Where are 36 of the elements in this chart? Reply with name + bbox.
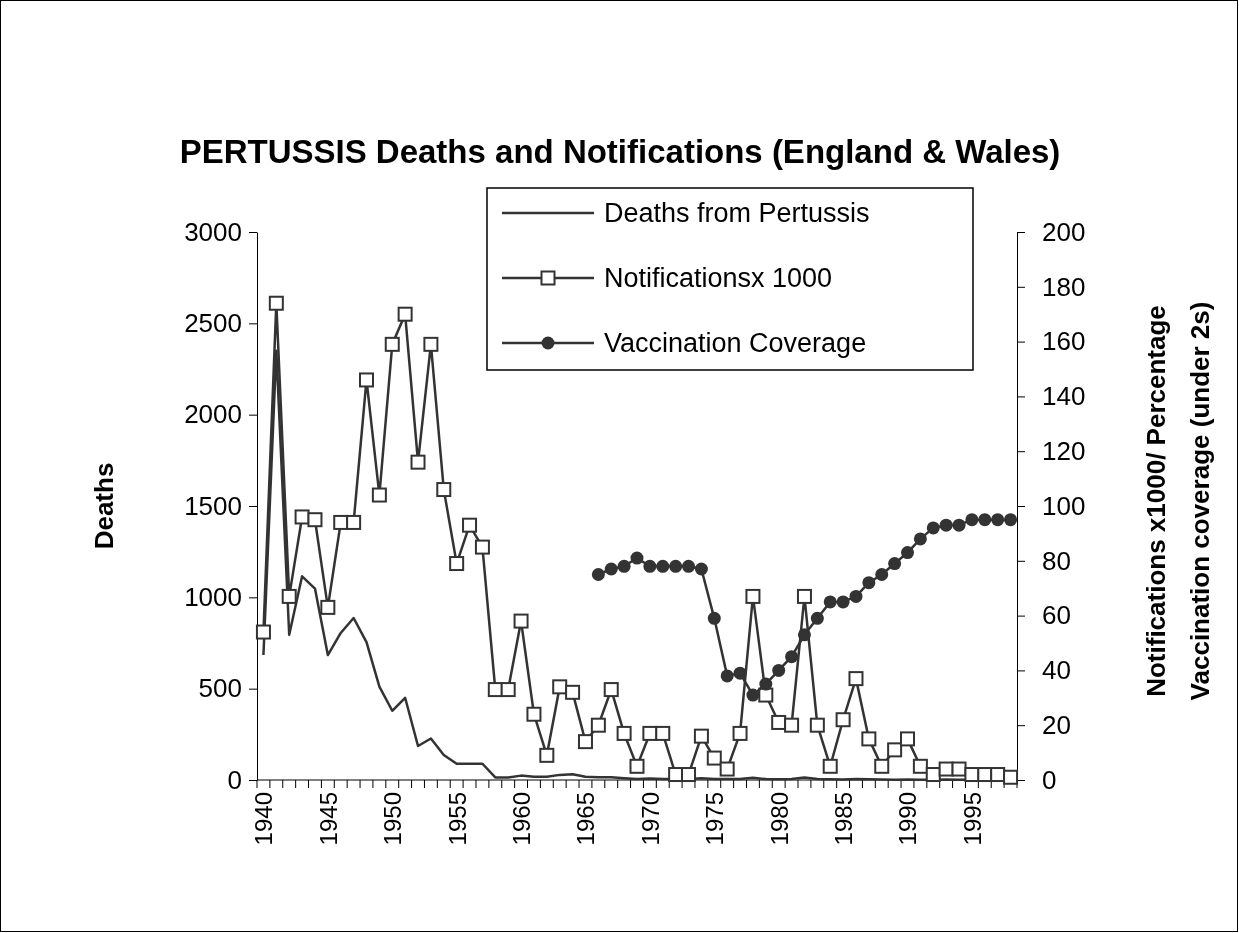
x-tick-label: 1965: [572, 792, 600, 846]
legend-label: Deaths from Pertussis: [604, 198, 870, 229]
y2-axis-title: Notifications x1000/ Percentage Vaccination coverage (under 2s): [1141, 301, 1215, 701]
y-tick-label: 3000: [184, 216, 242, 247]
y-tick-label: 500: [198, 673, 242, 704]
y-tick-label: 2000: [184, 399, 242, 430]
x-tick-label: 1970: [636, 792, 664, 846]
x-tick-label: 1990: [894, 792, 922, 846]
y2-tick-label: 80: [1042, 545, 1071, 576]
y-axis-title: Deaths: [89, 462, 119, 550]
y-tick-label: 1000: [184, 582, 242, 613]
x-tick-label: 1975: [701, 792, 729, 846]
y2-tick-label: 20: [1042, 710, 1071, 741]
y-tick-label: 2500: [184, 308, 242, 339]
y2-tick-label: 140: [1042, 381, 1086, 412]
x-tick-label: 1950: [379, 792, 407, 846]
legend-label: Vaccination Coverage: [604, 328, 867, 359]
x-tick-label: 1955: [443, 792, 471, 846]
y2-tick-label: 0: [1042, 764, 1057, 795]
x-tick-label: 1980: [765, 792, 793, 846]
x-tick-label: 1995: [958, 792, 986, 846]
y2-tick-label: 100: [1042, 490, 1086, 521]
y2-tick-label: 40: [1042, 655, 1071, 686]
y2-tick-label: 160: [1042, 326, 1086, 357]
x-tick-label: 1960: [507, 792, 535, 846]
legend-label: Notificationsx 1000: [604, 263, 833, 294]
x-tick-label: 1940: [250, 792, 278, 846]
x-tick-label: 1985: [830, 792, 857, 846]
y-tick-label: 1500: [184, 490, 242, 521]
y2-tick-label: 120: [1042, 436, 1086, 467]
y-tick-label: 0: [227, 764, 242, 795]
y2-tick-label: 200: [1042, 216, 1086, 247]
chart-title: PERTUSSIS Deaths and Notifications (England & Wales): [179, 133, 1061, 170]
x-tick-label: 1945: [314, 792, 342, 846]
y2-tick-label: 180: [1042, 271, 1086, 302]
y2-tick-label: 60: [1042, 600, 1071, 631]
